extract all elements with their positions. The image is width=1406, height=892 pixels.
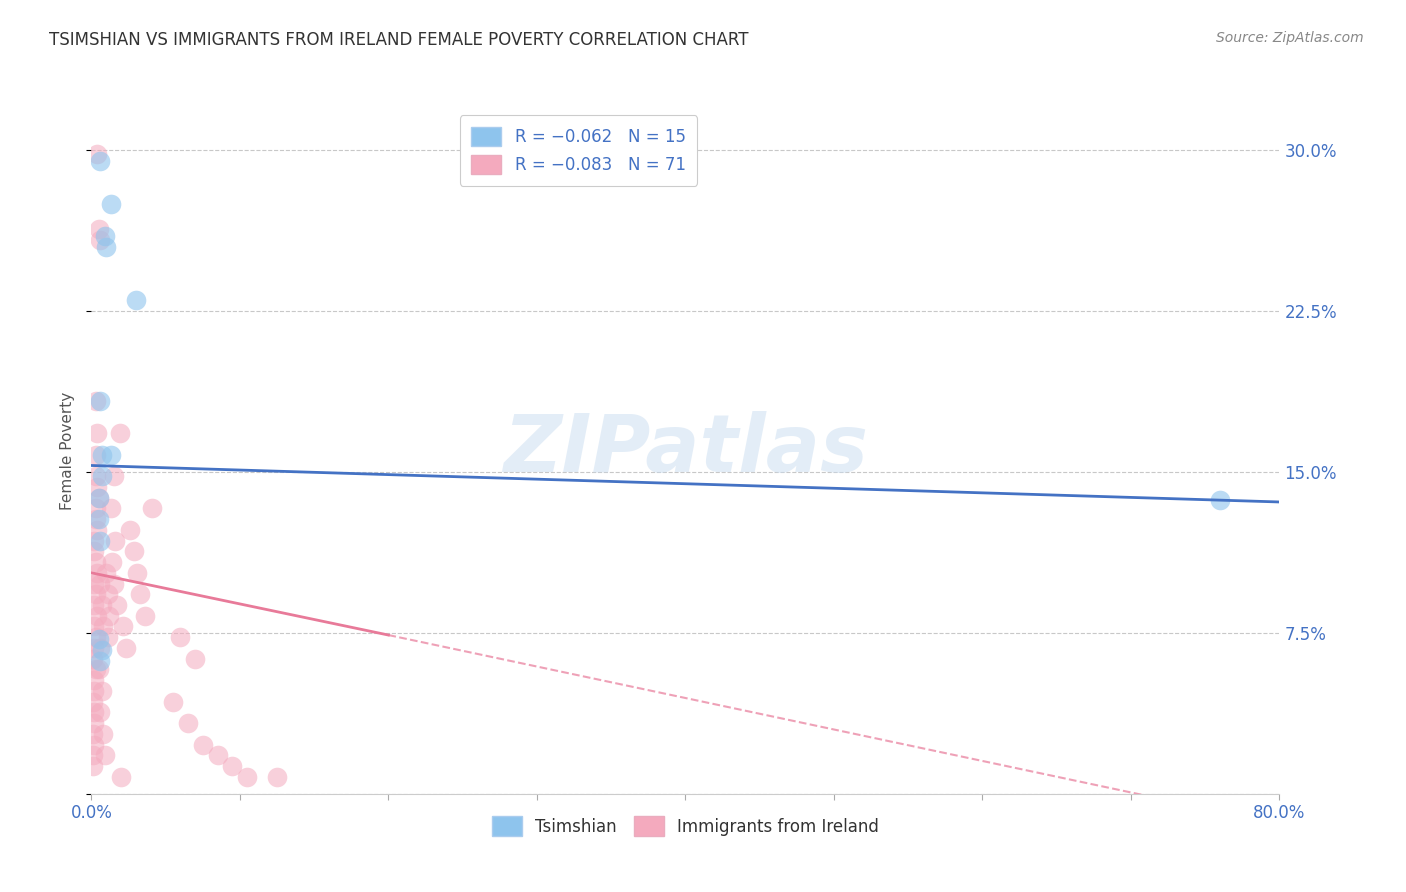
Point	[84, 587, 107, 601]
Point	[90, 683, 112, 698]
Point	[105, 598, 128, 612]
Point	[207, 748, 229, 763]
Point	[114, 640, 136, 655]
Point	[90, 598, 112, 612]
Point	[84, 469, 107, 483]
Point	[84, 448, 107, 462]
Text: TSIMSHIAN VS IMMIGRANTS FROM IRELAND FEMALE POVERTY CORRELATION CHART: TSIMSHIAN VS IMMIGRANTS FROM IRELAND FEM…	[49, 31, 749, 49]
Point	[83, 598, 105, 612]
Point	[110, 770, 132, 784]
Point	[87, 491, 110, 505]
Point	[96, 566, 118, 580]
Point	[83, 683, 105, 698]
Point	[83, 706, 105, 720]
Point	[177, 716, 200, 731]
Point	[162, 695, 184, 709]
Point	[82, 695, 104, 709]
Point	[83, 738, 105, 752]
Point	[83, 576, 105, 591]
Point	[169, 630, 191, 644]
Point	[84, 512, 107, 526]
Point	[134, 608, 156, 623]
Point	[86, 480, 108, 494]
Point	[103, 469, 125, 483]
Point	[91, 619, 114, 633]
Point	[221, 759, 243, 773]
Point	[104, 533, 127, 548]
Point	[83, 716, 105, 731]
Point	[98, 608, 121, 623]
Point	[96, 239, 118, 253]
Point	[86, 147, 108, 161]
Point	[89, 394, 111, 409]
Point	[86, 566, 108, 580]
Point	[100, 448, 122, 462]
Point	[101, 555, 124, 569]
Point	[82, 651, 104, 665]
Point	[86, 608, 108, 623]
Point	[90, 643, 112, 657]
Point	[84, 394, 107, 409]
Point	[111, 619, 134, 633]
Point	[100, 501, 122, 516]
Point	[97, 587, 120, 601]
Point	[84, 555, 107, 569]
Point	[87, 632, 110, 647]
Point	[89, 233, 111, 247]
Text: ZIPatlas: ZIPatlas	[503, 411, 868, 490]
Point	[89, 640, 111, 655]
Point	[94, 228, 117, 243]
Point	[83, 640, 105, 655]
Point	[127, 566, 149, 580]
Point	[82, 727, 104, 741]
Point	[1209, 492, 1232, 507]
Point	[129, 587, 152, 601]
Y-axis label: Female Poverty: Female Poverty	[59, 392, 75, 509]
Point	[103, 576, 125, 591]
Point	[118, 523, 141, 537]
Point	[91, 727, 114, 741]
Point	[87, 512, 110, 526]
Point	[94, 748, 117, 763]
Point	[97, 630, 120, 644]
Point	[89, 576, 111, 591]
Point	[84, 630, 107, 644]
Point	[89, 153, 111, 168]
Point	[141, 501, 163, 516]
Point	[191, 738, 214, 752]
Text: Source: ZipAtlas.com: Source: ZipAtlas.com	[1216, 31, 1364, 45]
Point	[89, 533, 111, 548]
Point	[82, 759, 104, 773]
Point	[90, 469, 112, 483]
Point	[83, 544, 105, 558]
Point	[83, 673, 105, 687]
Point	[84, 662, 107, 676]
Point	[108, 426, 131, 441]
Point	[83, 619, 105, 633]
Point	[82, 748, 104, 763]
Point	[89, 706, 111, 720]
Point	[87, 491, 110, 505]
Point	[125, 293, 148, 308]
Point	[266, 770, 288, 784]
Point	[84, 501, 107, 516]
Point	[236, 770, 259, 784]
Point	[90, 448, 112, 462]
Point	[184, 651, 207, 665]
Point	[89, 654, 111, 668]
Point	[83, 533, 105, 548]
Legend: Tsimshian, Immigrants from Ireland: Tsimshian, Immigrants from Ireland	[484, 808, 887, 844]
Point	[86, 523, 108, 537]
Point	[124, 544, 146, 558]
Point	[86, 426, 108, 441]
Point	[87, 662, 110, 676]
Point	[100, 196, 122, 211]
Point	[87, 222, 110, 236]
